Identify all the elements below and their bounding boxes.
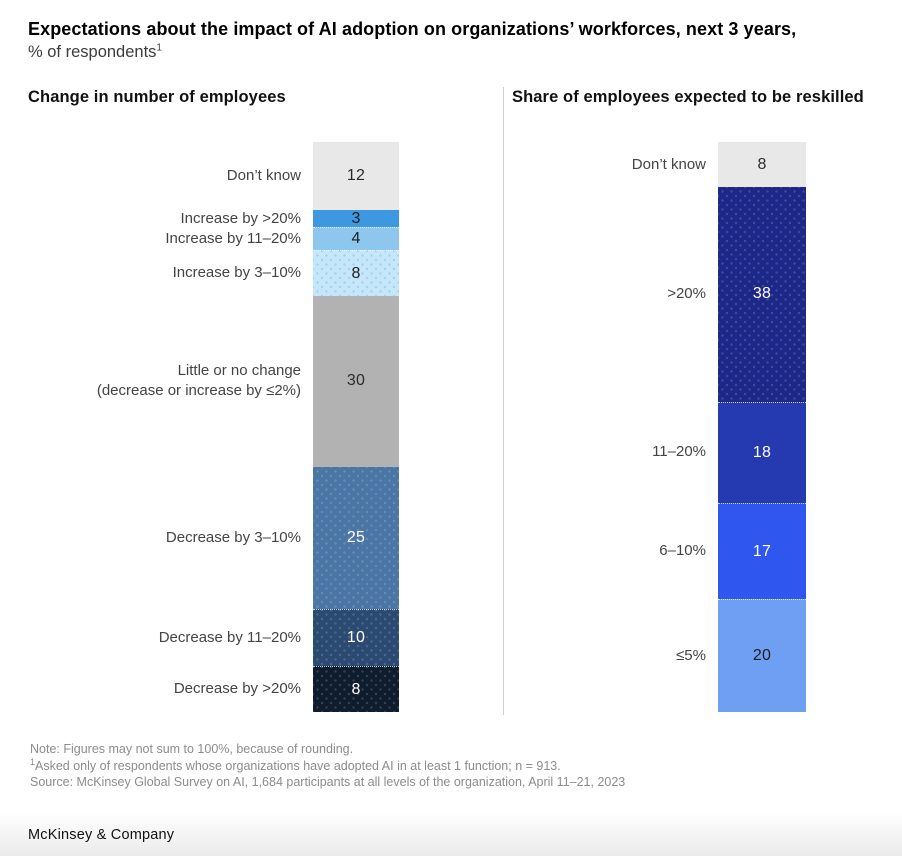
note-sample-text: Asked only of respondents whose organiza…: [35, 758, 561, 773]
segment-value: 17: [752, 542, 772, 560]
note-sample: 1Asked only of respondents whose organiz…: [30, 756, 902, 775]
bar-segment: 17: [718, 503, 806, 600]
segment-value: 10: [346, 629, 366, 647]
category-label: Little or no change (decrease or increase…: [96, 362, 301, 400]
segment-value: 25: [346, 529, 366, 547]
bar-segment: 18: [718, 401, 806, 504]
segment-value: 8: [757, 155, 767, 173]
note-rounding: Note: Figures may not sum to 100%, becau…: [30, 742, 354, 756]
category-label: Decrease by >20%: [173, 680, 301, 698]
exhibit-subtitle: % of respondents1: [28, 41, 874, 63]
category-label: ≤5%: [676, 646, 706, 664]
category-label: Don’t know: [226, 167, 301, 185]
bar-segment: 38: [718, 187, 806, 402]
brand-footer: McKinsey & Company: [28, 827, 902, 843]
right-panel: Share of employees expected to be reskil…: [504, 87, 902, 715]
panel-divider: [503, 87, 504, 715]
category-label: >20%: [667, 285, 706, 303]
bar-segment: 30: [313, 295, 399, 467]
exhibit-header: Expectations about the impact of AI adop…: [0, 0, 902, 63]
segment-value: 3: [351, 209, 361, 227]
bar-segment: 10: [313, 609, 399, 667]
segment-value: 8: [351, 680, 361, 698]
bar-segment: 25: [313, 466, 399, 610]
subtitle-footnote-mark: 1: [156, 42, 162, 54]
segment-value: 4: [351, 230, 361, 248]
segment-value: 38: [752, 285, 772, 303]
subtitle-text: % of respondents: [28, 43, 157, 61]
left-panel: Change in number of employees Don’t know…: [28, 87, 503, 715]
right-stacked-bar-chart: Don’t know >20% 11–20% 6–10% ≤5% 8 38 18 17 20: [512, 142, 902, 712]
note-footnote-mark: 1: [30, 756, 36, 767]
brand-wordmark: McKinsey & Company: [28, 826, 175, 843]
note-source: Source: McKinsey Global Survey on AI, 1,…: [30, 775, 626, 789]
bar-segment: 20: [718, 599, 806, 712]
right-chart-title: Share of employees expected to be reskil…: [512, 88, 864, 106]
category-label: 6–10%: [659, 542, 706, 560]
category-label: Increase by >20%: [180, 209, 302, 227]
segment-value: 18: [752, 443, 772, 461]
bar-segment: 12: [313, 142, 399, 211]
bar-segment: 4: [313, 227, 399, 251]
bar-segment: 8: [313, 250, 399, 296]
bar-segment: 8: [313, 666, 399, 712]
segment-value: 30: [346, 372, 366, 390]
segment-value: 20: [752, 647, 772, 665]
chart-columns: Change in number of employees Don’t know…: [0, 87, 902, 715]
left-stacked-bar-chart: Don’t know Increase by >20% Increase by 11…: [28, 142, 503, 712]
bar-segment: 3: [313, 209, 399, 228]
category-label: Decrease by 3–10%: [165, 529, 301, 547]
stacked-bar: 8 38 18 17 20: [718, 142, 806, 712]
category-label: Don’t know: [631, 155, 706, 173]
left-chart-title: Change in number of employees: [28, 88, 286, 106]
exhibit-title: Expectations about the impact of AI adop…: [28, 19, 797, 39]
segment-value: 8: [351, 264, 361, 282]
category-label: Increase by 3–10%: [172, 264, 301, 282]
footnotes: Note: Figures may not sum to 100%, becau…: [30, 741, 902, 791]
bar-segment: 8: [718, 142, 806, 188]
segment-value: 12: [346, 167, 366, 185]
stacked-bar: 12 3 4 8 30 25 10 8: [313, 142, 399, 712]
category-label: Decrease by 11–20%: [158, 628, 301, 646]
category-label: 11–20%: [652, 443, 706, 461]
category-label: Increase by 11–20%: [165, 229, 301, 247]
